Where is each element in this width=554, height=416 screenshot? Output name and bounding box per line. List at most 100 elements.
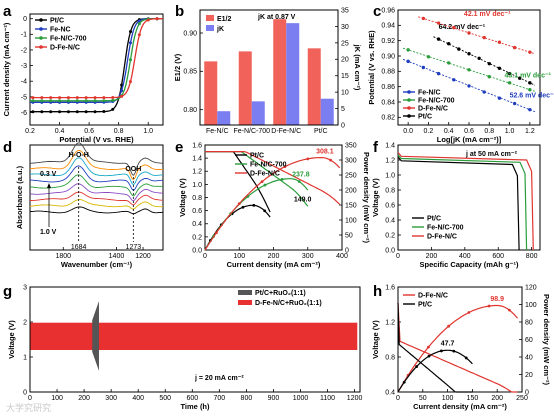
panel-b-y2tick-label: 15 (341, 73, 349, 80)
panel-b-legend-label-jK: jK (216, 26, 224, 33)
panel-c-point-Fe-N/C (528, 107, 532, 112)
panel-f-ytick-label: 1.2 (385, 157, 395, 164)
panel-h-xtick-label: 150 (467, 395, 479, 402)
panel-g-xtick-label: 400 (132, 395, 144, 402)
panel-g-legend-label-Pt/C+RuO₂(1:1): Pt/C+RuO₂(1:1) (255, 290, 306, 297)
panel-c-point-Pt/C (447, 42, 451, 46)
panel-c-point-Fe-N/C (482, 90, 486, 94)
panel-e-y2tick-label: 250 (345, 172, 357, 179)
panel-a-Fe-NC-legend-marker (39, 27, 43, 31)
panel-c-xtick-label: 0.4 (444, 128, 454, 135)
panel-h-xtick-label: 200 (491, 395, 503, 402)
panel-g-xtick-label: 600 (186, 395, 198, 402)
panel-a-point-Pt/C (58, 110, 62, 114)
panel-c-point-Fe-N/C (467, 84, 471, 88)
panel-g-band-tail-Pt/C+RuO₂(1:1) (92, 301, 99, 371)
panel-c-point-Pt/C (457, 47, 461, 51)
panel-h-power-point-Pt/C (440, 349, 443, 353)
panel-a-point-D-Fe-N/C (128, 80, 132, 84)
panel-f-discharge-chart: 0 200 400 600 800 0.0 0.2 0.4 0.6 0.8 1.0 1.2 1.4 Spe… (371, 142, 541, 269)
panel-a-point-Pt/C (66, 110, 70, 114)
panel-a-point-Fe-N/C-700 (137, 22, 141, 26)
panel-g-xtick-label: 500 (159, 395, 171, 402)
panel-f-ylabel: Voltage (V) (371, 178, 380, 217)
panel-c-Pt/C-legend-marker (407, 114, 411, 118)
panel-a-Pt/C-legend-label: Pt/C (50, 18, 64, 25)
panel-h-xlabel: Current density (mA cm⁻²) (413, 402, 507, 411)
panel-c-ytick-label: 0.96 (381, 7, 395, 14)
panel-a-point-D-Fe-N/C (58, 96, 62, 100)
panel-c-point-D-Fe-N/C (482, 35, 486, 40)
panel-b-ytick-label: 0.90 (183, 30, 197, 37)
panel-c-point-D-Fe-N/C (436, 21, 441, 25)
panel-e-peak-label-D-Fe-N/C: 308.1 (316, 148, 334, 155)
panel-f-D-Fe-N/C-legend-label: D-Fe-N/C (427, 234, 457, 241)
panel-g-ytick-label: 0 (23, 389, 27, 396)
panel-c-Fe-N/C-700-legend-label: Fe-N/C-700 (418, 98, 455, 105)
panel-d-annotation: 1684 (71, 244, 87, 251)
panel-label-h: h (373, 283, 382, 300)
panel-a-point-D-Fe-N/C (111, 96, 115, 100)
panel-g-xtick-label: 800 (241, 395, 253, 402)
panel-b-y2tick-label: 5 (341, 106, 345, 113)
panel-c-ytick-label: 0.84 (381, 99, 395, 106)
panel-e-power-point-D-Fe-N/C (215, 231, 218, 235)
panel-g-xtick-label: 1000 (293, 395, 309, 402)
panel-f-ytick-label: 0.0 (385, 247, 395, 254)
panel-a-xtick-label: 0.4 (55, 128, 65, 135)
panel-f-ytick-label: 1.0 (385, 172, 395, 179)
panel-a-point-D-Fe-N/C (40, 96, 44, 100)
panel-e-power-Pt/C (204, 204, 271, 251)
panel-h-power-point-D-Fe-N/C (487, 304, 491, 308)
panel-a-point-D-Fe-N/C (31, 96, 35, 100)
panel-h-chart: 0 50 100 150 200 250 0.4 0.8 1.2 1.6 0 20 40 60 80 100 1… (371, 284, 551, 411)
panel-c-point-Pt/C (436, 37, 441, 41)
panel-a-point-D-Fe-N/C (93, 96, 97, 100)
panel-c-D-Fe-N/C-legend-marker (407, 106, 411, 110)
panel-e-xtick-label: 200 (268, 253, 280, 260)
panel-e-ytick-label: 1.2 (192, 169, 202, 176)
panel-h-xtick-label: 50 (419, 395, 427, 402)
panel-b-ylabel: E1/2 (V) (173, 53, 182, 81)
panel-d-spectrum-5 (30, 165, 164, 191)
panel-f-ytick-label: 1.4 (385, 142, 395, 149)
panel-a-point-Pt/C (111, 107, 115, 111)
panel-g-xtick-label: 200 (78, 395, 90, 402)
panel-c-point-Fe-N/C (512, 101, 517, 106)
panel-b-y2tick-label: 30 (341, 24, 349, 31)
panel-g-ylabel: Voltage (V) (7, 320, 16, 359)
panel-e-ytick-label: 0.6 (192, 208, 202, 215)
panel-h-y2tick-label: 120 (525, 284, 537, 291)
panel-b-legend-label-E12: E1/2 (217, 16, 232, 23)
panel-c-point-Pt/C (528, 81, 532, 85)
panel-c-tafel-chart: 0.0 0.2 0.4 0.6 0.8 1.0 1.2 0.82 0.84 0.86 0.88 0.9… (367, 7, 554, 144)
panel-g-xtick-label: 0 (28, 395, 32, 402)
panel-e-power-point-D-Fe-N/C (283, 165, 287, 169)
panel-c-Pt/C-legend-label: Pt/C (418, 114, 432, 121)
panel-d-xtick-label: 1400 (109, 253, 125, 260)
panel-b-bar-E12-Fe-N/C-700 (238, 51, 252, 125)
panel-f-xtick-label: 0 (396, 253, 400, 260)
panel-e-power-point-Fe-N/C-700 (280, 177, 284, 181)
panel-g-ytick-label: 2 (23, 319, 27, 326)
panel-h-y2tick-label: 80 (525, 319, 533, 326)
panel-c-point-D-Fe-N/C (421, 16, 426, 21)
panel-b-frame (199, 9, 339, 126)
panel-d-frame (29, 144, 164, 251)
panel-b-y2tick-label: 10 (341, 90, 349, 97)
panel-a-point-Pt/C (128, 30, 132, 34)
panel-f-xtick-label: 800 (526, 253, 538, 260)
panel-e-xtick-label: 100 (233, 253, 245, 260)
panel-f-annotation: j at 50 mA cm⁻² (465, 151, 518, 158)
panel-b-bar-jK-Pt/C (320, 98, 334, 125)
panel-a-point-Fe-N/C-700 (84, 99, 88, 103)
panel-a-point-D-Fe-N/C (102, 96, 106, 100)
panel-b-legend-swatch-jK (206, 25, 214, 31)
panel-a-point-D-Fe-N/C (137, 33, 141, 37)
panel-e-ytick-label: 1.6 (192, 142, 202, 149)
panel-c-point-Fe-N/C-700 (487, 75, 491, 79)
panel-h-Pt/C-legend-label: Pt/C (418, 302, 432, 309)
panel-d-spectrum-3 (29, 183, 164, 202)
panel-a-point-Fe-N/C-700 (66, 99, 70, 103)
panel-a-point-D-Fe-N/C (75, 96, 79, 100)
